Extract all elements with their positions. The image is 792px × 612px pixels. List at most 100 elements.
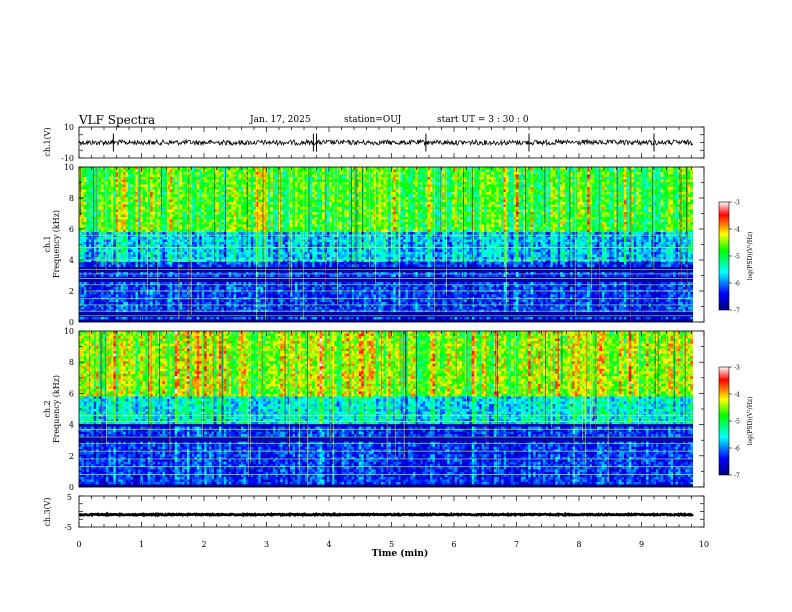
spectrogram-cell <box>123 182 126 185</box>
spectrogram-cell <box>81 167 84 170</box>
spectrogram-cell <box>113 192 116 195</box>
spectrogram-cell <box>89 225 92 228</box>
spectrogram-cell <box>126 205 129 208</box>
spectrogram-cell <box>121 190 124 193</box>
spectrogram-cell <box>86 210 89 213</box>
spectrogram-cell <box>101 270 104 273</box>
spectrogram-cell <box>81 265 84 268</box>
spectrogram-cell <box>121 245 124 248</box>
spectrogram-cell <box>104 282 107 285</box>
spectrogram-cell <box>86 220 89 223</box>
spectrogram-cell <box>108 250 111 253</box>
spectrogram-cell <box>94 225 97 228</box>
spectrogram-cell <box>86 172 89 175</box>
spectrogram-cell <box>84 280 87 283</box>
spectrogram-cell <box>118 302 121 305</box>
spectrogram-cell <box>111 307 114 310</box>
spectrogram-cell <box>118 242 121 245</box>
spectrogram-cell <box>101 307 104 310</box>
spectrogram-cell <box>106 295 109 298</box>
spectrogram-cell <box>86 207 89 210</box>
spectrogram-cell <box>106 212 109 215</box>
spectrogram-cell <box>108 275 111 278</box>
spectrogram-cell <box>108 292 111 295</box>
spectrogram-cell <box>99 225 102 228</box>
spectrogram-cell <box>123 195 126 198</box>
spectrogram-cell <box>106 200 109 203</box>
spectrogram-cell <box>126 170 129 173</box>
spectrogram-cell <box>121 215 124 218</box>
spectrogram-cell <box>123 280 126 283</box>
spectrogram-cell <box>91 207 94 210</box>
spectrogram-cell <box>94 302 97 305</box>
spectrogram-cell <box>113 190 116 193</box>
spectrogram-cell <box>101 232 104 235</box>
spectrogram-cell <box>118 187 121 190</box>
spectrogram-cell <box>101 220 104 223</box>
spectrogram-cell <box>94 170 97 173</box>
spectrogram-cell <box>123 252 126 255</box>
spectrogram-cell <box>118 202 121 205</box>
spectrogram-cell <box>86 250 89 253</box>
spectrogram-cell <box>81 287 84 290</box>
spectrogram-cell <box>94 275 97 278</box>
spectrogram-cell <box>121 220 124 223</box>
spectrogram-cell <box>118 265 121 268</box>
spectrogram-cell <box>91 205 94 208</box>
spectrogram-cell <box>86 262 89 265</box>
spectrogram-cell <box>104 272 107 275</box>
spectrogram-cell <box>121 262 124 265</box>
spectrogram-cell <box>79 262 82 265</box>
spectrogram-cell <box>101 300 104 303</box>
spectrogram-cell <box>108 245 111 248</box>
spectrogram-cell <box>123 245 126 248</box>
spectrogram-cell <box>106 192 109 195</box>
spectrogram-cell <box>99 230 102 233</box>
spectrogram-cell <box>89 282 92 285</box>
spectrogram-cell <box>86 280 89 283</box>
spectrogram-cell <box>94 312 97 315</box>
spectrogram-cell <box>86 167 89 170</box>
spectrogram-cell <box>89 220 92 223</box>
spectrogram-cell <box>99 287 102 290</box>
spectrogram-cell <box>89 312 92 315</box>
spectrogram-cell <box>121 210 124 213</box>
spectrogram-cell <box>101 312 104 315</box>
spectrogram-cell <box>104 287 107 290</box>
spectrogram-cell <box>113 212 116 215</box>
spectrogram-cell <box>81 192 84 195</box>
spectrogram-cell <box>123 230 126 233</box>
spectrogram-cell <box>96 312 99 315</box>
spectrogram-cell <box>108 242 111 245</box>
spectrogram-cell <box>121 265 124 268</box>
spectrogram-cell <box>84 257 87 260</box>
spectrogram-cell <box>91 212 94 215</box>
spectrogram-cell <box>113 172 116 175</box>
spectrogram-cell <box>79 257 82 260</box>
spectrogram-cell <box>108 202 111 205</box>
spectrogram-cell <box>106 205 109 208</box>
spectrogram-cell <box>79 237 82 240</box>
spectrogram-cell <box>101 242 104 245</box>
spectrogram-cell <box>84 237 87 240</box>
spectrogram-cell <box>123 270 126 273</box>
spectrogram-cell <box>79 270 82 273</box>
spectrogram-cell <box>106 245 109 248</box>
spectrogram-cell <box>89 240 92 243</box>
spectrogram-cell <box>91 240 94 243</box>
spectrogram-cell <box>81 205 84 208</box>
spectrogram-cell <box>94 212 97 215</box>
spectrogram-cell <box>89 307 92 310</box>
spectrogram-cell <box>79 292 82 295</box>
spectrogram-cell <box>123 167 126 170</box>
spectrogram-cell <box>121 272 124 275</box>
spectrogram-cell <box>108 272 111 275</box>
spectrogram-cell <box>89 230 92 233</box>
spectrogram-cell <box>118 275 121 278</box>
spectrogram-cell <box>79 307 82 310</box>
spectrogram-cell <box>121 300 124 303</box>
spectrogram-cell <box>86 192 89 195</box>
spectrogram-cell <box>81 175 84 178</box>
spectrogram-cell <box>81 312 84 315</box>
spectrogram-cell <box>113 175 116 178</box>
